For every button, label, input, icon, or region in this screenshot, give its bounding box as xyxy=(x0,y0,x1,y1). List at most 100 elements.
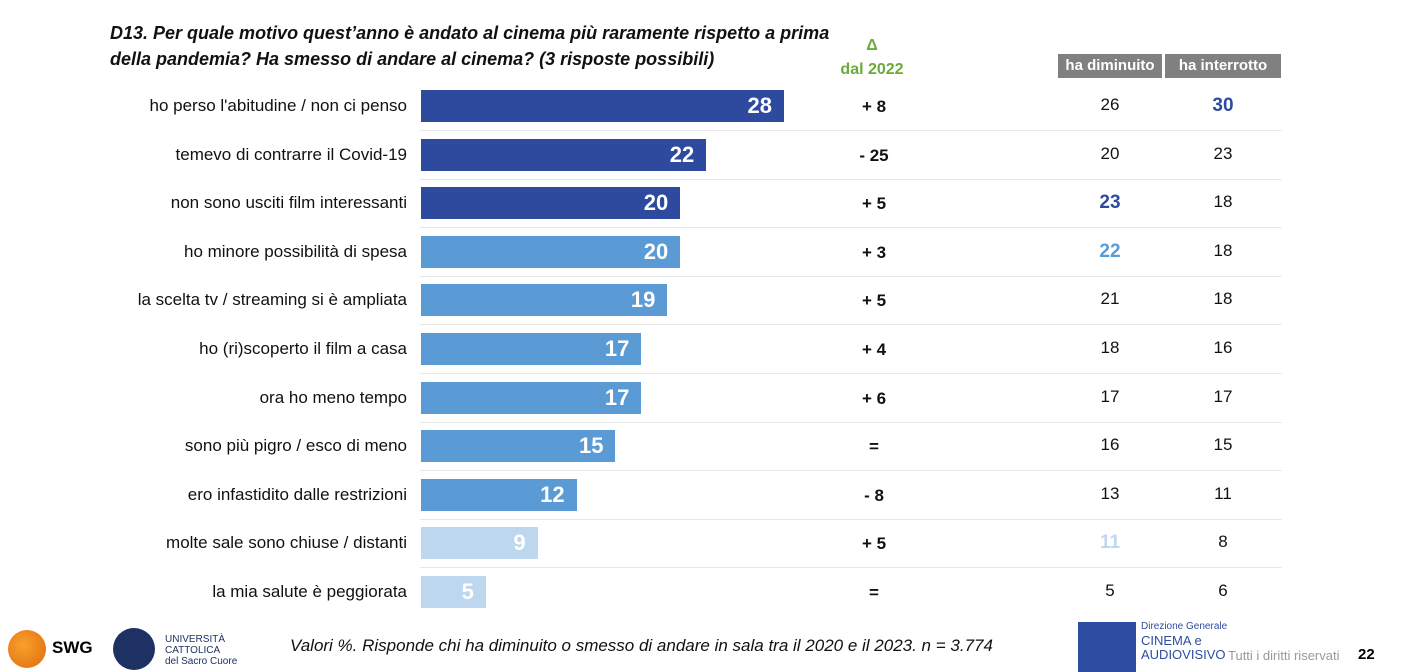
category-label: la mia salute è peggiorata xyxy=(212,582,407,601)
delta-value: - 8 xyxy=(864,485,884,505)
ha-interrotto-value: 8 xyxy=(1218,532,1228,552)
chart-row: ho perso l'abitudine / non ci penso 28 + 8… xyxy=(0,82,1402,131)
bar: 15 xyxy=(421,430,616,463)
ha-diminuito-value: 17 xyxy=(1100,386,1120,406)
ha-diminuito-value: 26 xyxy=(1100,95,1120,114)
ucsc-line: del Sacro Cuore xyxy=(165,656,238,667)
chart-row: ho (ri)scoperto il film a casa 17 + 4 18 16 xyxy=(0,325,1402,374)
bar-value-label: 12 xyxy=(540,481,565,507)
delta-value: + 6 xyxy=(861,388,887,408)
ucsc-line: UNIVERSITÀ xyxy=(165,634,226,645)
mic-line: AUDIOVISIVO xyxy=(1141,647,1226,662)
bar: 12 xyxy=(421,478,577,511)
category-label: ora ho meno tempo xyxy=(259,387,407,407)
category-label: non sono usciti film interessanti xyxy=(170,193,407,213)
chart-row: sono più pigro / esco di meno 15 = 16 15 xyxy=(0,422,1402,472)
ha-diminuito-value: 13 xyxy=(1100,483,1120,503)
col-header-diminuito: ha diminuito xyxy=(1058,54,1162,78)
ha-diminuito-value: 5 xyxy=(1105,581,1115,600)
bar: 17 xyxy=(421,333,642,365)
bar-value-label: 9 xyxy=(513,530,526,556)
page-number: 22 xyxy=(1358,646,1375,663)
ha-interrotto-value: 23 xyxy=(1213,143,1233,163)
ha-diminuito-value: 18 xyxy=(1100,338,1120,357)
bar: 28 xyxy=(421,90,784,122)
row-separator xyxy=(420,518,1282,520)
ha-diminuito-value: 11 xyxy=(1099,532,1121,554)
chart-row: la scelta tv / streaming si è ampliata 19… xyxy=(0,276,1402,326)
delta-value: = xyxy=(869,437,879,457)
delta-value: + 5 xyxy=(861,194,887,214)
bar: 20 xyxy=(421,235,681,268)
mic-line: Direzione Generale xyxy=(1141,621,1228,632)
delta-value: + 5 xyxy=(861,534,887,554)
ha-interrotto-value: 17 xyxy=(1213,386,1233,406)
ha-diminuito-value: 21 xyxy=(1100,289,1120,309)
category-label: la scelta tv / streaming si è ampliata xyxy=(137,290,407,310)
ha-diminuito-value: 22 xyxy=(1099,240,1121,262)
footnote: Valori %. Risponde chi ha diminuito o sm… xyxy=(290,636,993,655)
bar-value-label: 17 xyxy=(604,384,630,410)
category-label: ho (ri)scoperto il film a casa xyxy=(199,339,407,358)
chart-row: la mia salute è peggiorata 5 = 5 6 xyxy=(0,568,1402,616)
ha-interrotto-value: 15 xyxy=(1213,435,1233,455)
ha-diminuito-value: 16 xyxy=(1100,435,1120,455)
category-label: ho minore possibilità di spesa xyxy=(183,241,407,261)
ha-interrotto-value: 18 xyxy=(1213,192,1233,212)
bar: 20 xyxy=(421,187,681,220)
ha-interrotto-value: 6 xyxy=(1218,581,1228,600)
delta-header: Δ dal 2022 xyxy=(830,34,914,82)
bar-value-label: 20 xyxy=(643,190,669,216)
ha-diminuito-value: 23 xyxy=(1099,192,1121,214)
category-label: molte sale sono chiuse / distanti xyxy=(166,533,407,553)
chart-row: temevo di contrarre il Covid-19 22 - 25 20 2… xyxy=(0,131,1402,180)
ucsc-logo: UNIVERSITÀ CATTOLICA del Sacro Cuore xyxy=(165,634,237,667)
bar-value-label: 5 xyxy=(461,579,474,604)
rights-text: Tutti i diritti riservati xyxy=(1228,648,1340,663)
ha-interrotto-value: 11 xyxy=(1214,483,1232,503)
category-label: ho perso l'abitudine / non ci penso xyxy=(149,96,407,115)
row-separator xyxy=(420,373,1282,374)
ha-diminuito-value: 20 xyxy=(1100,143,1120,163)
mic-logo-icon xyxy=(1078,622,1136,672)
mic-logo: Direzione Generale CINEMA e AUDIOVISIVO xyxy=(1141,620,1227,662)
bar-value-label: 15 xyxy=(578,433,604,459)
row-separator xyxy=(420,421,1282,423)
row-separator xyxy=(420,275,1282,277)
chart-title: D13. Per quale motivo quest’anno è andat… xyxy=(110,23,830,69)
ucsc-line: CATTOLICA xyxy=(165,645,221,656)
bar: 17 xyxy=(421,381,642,414)
delta-value: + 3 xyxy=(861,242,887,262)
category-label: temevo di contrarre il Covid-19 xyxy=(175,144,407,164)
chart-row: ora ho meno tempo 17 + 6 17 17 xyxy=(0,374,1402,423)
delta-symbol: Δ xyxy=(866,37,878,54)
mic-line: CINEMA e xyxy=(1141,633,1202,648)
ha-interrotto-value: 16 xyxy=(1213,338,1233,357)
delta-value: = xyxy=(869,583,879,602)
row-separator xyxy=(420,227,1282,229)
delta-value: - 25 xyxy=(859,145,889,165)
bar: 22 xyxy=(421,138,707,171)
col-header-interrotto: ha interrotto xyxy=(1165,54,1281,78)
row-separator xyxy=(420,567,1282,569)
delta-value: + 4 xyxy=(861,340,887,359)
delta-year: dal 2022 xyxy=(840,61,904,78)
chart-row: ero infastidito dalle restrizioni 12 - 8 13… xyxy=(0,471,1402,520)
delta-value: + 8 xyxy=(861,97,887,116)
bar-value-label: 20 xyxy=(643,238,669,264)
bar: 9 xyxy=(421,527,538,560)
category-label: sono più pigro / esco di meno xyxy=(184,436,407,456)
swg-logo-icon xyxy=(8,630,46,668)
chart-row: molte sale sono chiuse / distanti 9 + 5 11 8 xyxy=(0,519,1402,569)
chart-row: ho minore possibilità di spesa 20 + 3 22 18 xyxy=(0,228,1402,277)
row-separator xyxy=(420,130,1282,131)
bar-value-label: 19 xyxy=(630,287,656,313)
ucsc-seal-icon xyxy=(113,628,155,670)
bar-value-label: 28 xyxy=(747,93,772,118)
category-label: ero infastidito dalle restrizioni xyxy=(187,484,407,504)
bar: 19 xyxy=(421,284,668,317)
swg-label: SWG xyxy=(52,638,93,657)
bar-value-label: 22 xyxy=(669,141,695,167)
bar: 5 xyxy=(421,576,486,608)
ha-interrotto-value: 18 xyxy=(1213,289,1233,309)
